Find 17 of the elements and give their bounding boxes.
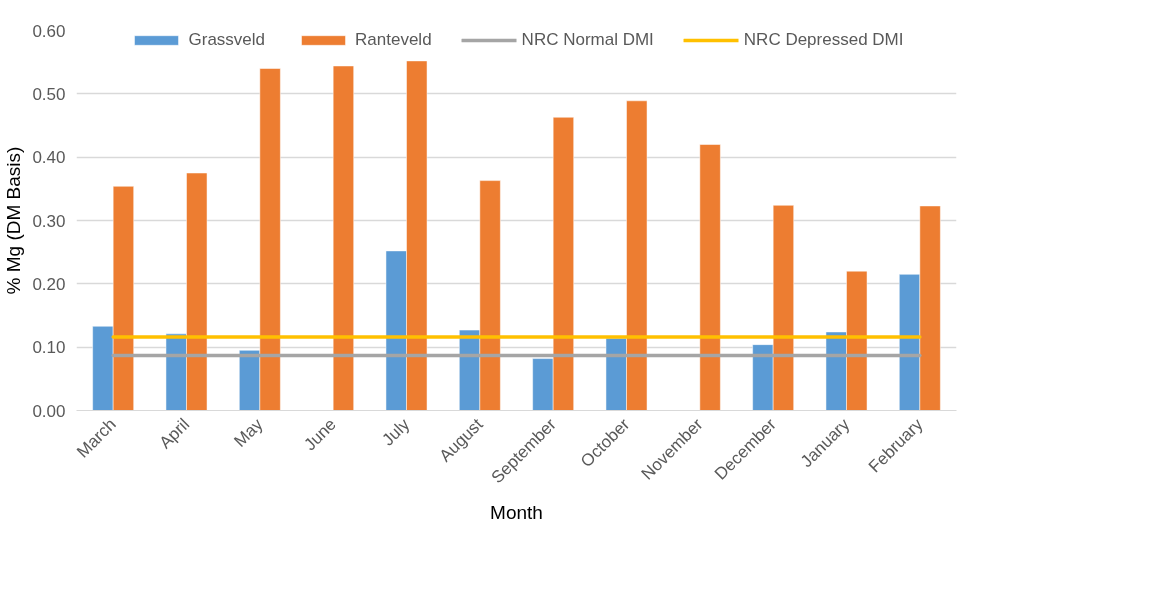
legend-label: Grassveld (188, 30, 266, 50)
bar (699, 144, 721, 411)
y-tick-label: 0.00 (32, 401, 66, 421)
x-tick-label: May (230, 414, 267, 451)
y-axis-title: % Mg (DM Basis) (3, 146, 25, 295)
y-tick-label: 0.10 (32, 338, 66, 358)
legend-label: NRC Depressed DMI (743, 30, 904, 50)
legend-label: NRC Normal DMI (521, 30, 654, 50)
x-axis-title: Month (490, 501, 543, 523)
y-tick-label: 0.40 (32, 148, 66, 168)
legend-label: Ranteveld (355, 30, 432, 50)
y-tick-label: 0.60 (32, 21, 66, 41)
x-tick-label: July (378, 414, 414, 450)
y-tick-label: 0.50 (32, 84, 66, 104)
y-tick-label: 0.30 (32, 211, 66, 231)
y-tick-label: 0.20 (32, 274, 66, 294)
bar (332, 65, 354, 411)
